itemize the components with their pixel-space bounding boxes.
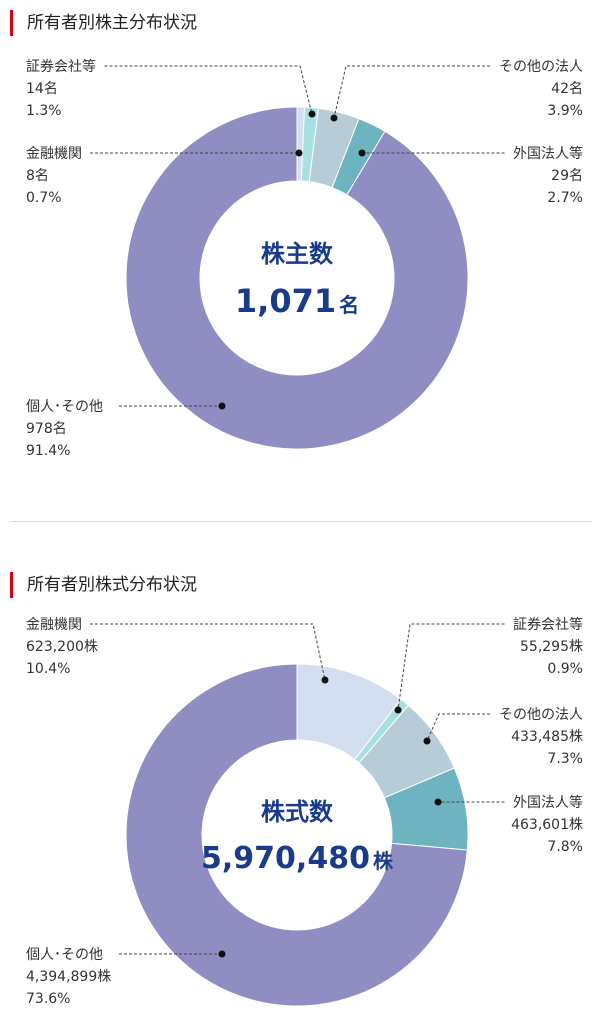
donut-slice-4 xyxy=(125,106,469,450)
slice-label-1: 証券会社等 xyxy=(26,58,96,75)
leader-dot-1 xyxy=(308,110,316,118)
chart1-title: 所有者別株主分布状況 xyxy=(10,10,197,36)
donut-slice-4 xyxy=(125,663,468,1007)
leader-dot-3 xyxy=(434,798,442,806)
slice-count-3: 29名 xyxy=(551,168,583,184)
leader-dot-4 xyxy=(218,950,226,958)
slice-percent-0: 0.7% xyxy=(26,190,62,206)
slice-label-3: 外国法人等 xyxy=(513,794,583,811)
slice-label-1: 証券会社等 xyxy=(513,616,583,633)
center-value: 5,970,480 株 xyxy=(201,841,394,876)
leader-line-2 xyxy=(333,65,490,119)
leader-line-2 xyxy=(426,713,490,742)
section-divider xyxy=(10,521,592,522)
slice-label-0: 金融機関 xyxy=(26,617,82,633)
slice-percent-2: 3.9% xyxy=(547,103,583,119)
leader-dot-2 xyxy=(330,114,338,122)
slice-percent-0: 10.4% xyxy=(26,661,70,677)
leader-dot-3 xyxy=(358,149,366,157)
slice-label-2: その他の法人 xyxy=(499,707,583,723)
center-label: 株主数 xyxy=(261,240,334,268)
slice-count-4: 4,394,899株 xyxy=(26,969,111,985)
leader-dot-2 xyxy=(423,737,431,745)
slice-label-2: その他の法人 xyxy=(499,59,583,75)
slice-percent-1: 1.3% xyxy=(26,103,62,119)
chart2-title: 所有者別株式分布状況 xyxy=(10,572,197,598)
shareholder-donut-chart: 株主数 1,071 名 金融機関 8名 0.7% 証券会社等 14名 1.3% その他の法人 42名… xyxy=(26,58,583,459)
center-label: 株式数 xyxy=(261,798,334,826)
slice-label-4: 個人･その他 xyxy=(26,399,103,415)
slice-count-1: 14名 xyxy=(26,81,58,97)
slice-label-4: 個人･その他 xyxy=(26,947,103,963)
leader-dot-1 xyxy=(394,706,402,714)
slice-percent-4: 73.6% xyxy=(26,991,70,1007)
leader-dot-4 xyxy=(218,402,226,410)
leader-line-0 xyxy=(90,623,326,681)
slice-percent-3: 7.8% xyxy=(547,839,583,855)
slice-count-1: 55,295株 xyxy=(520,639,583,655)
slice-count-0: 623,200株 xyxy=(26,639,98,655)
slice-count-2: 42名 xyxy=(551,81,583,97)
slice-percent-2: 7.3% xyxy=(547,751,583,767)
slice-count-3: 463,601株 xyxy=(511,817,583,833)
slice-count-4: 978名 xyxy=(26,421,67,437)
shares-donut-chart: 株式数 5,970,480 株 金融機関 623,200株 10.4% 証券会社等 55,29… xyxy=(26,616,583,1007)
slice-count-2: 433,485株 xyxy=(511,729,583,745)
slice-label-3: 外国法人等 xyxy=(513,145,583,162)
slice-percent-4: 91.4% xyxy=(26,443,70,459)
center-value: 1,071 名 xyxy=(235,282,359,320)
slice-percent-1: 0.9% xyxy=(547,661,583,677)
slice-percent-3: 2.7% xyxy=(547,190,583,206)
leader-line-1 xyxy=(397,623,505,711)
slice-label-0: 金融機関 xyxy=(26,146,82,162)
leader-dot-0 xyxy=(295,149,303,157)
slice-count-0: 8名 xyxy=(26,168,49,184)
leader-dot-0 xyxy=(321,676,329,684)
leader-line-1 xyxy=(104,65,313,115)
